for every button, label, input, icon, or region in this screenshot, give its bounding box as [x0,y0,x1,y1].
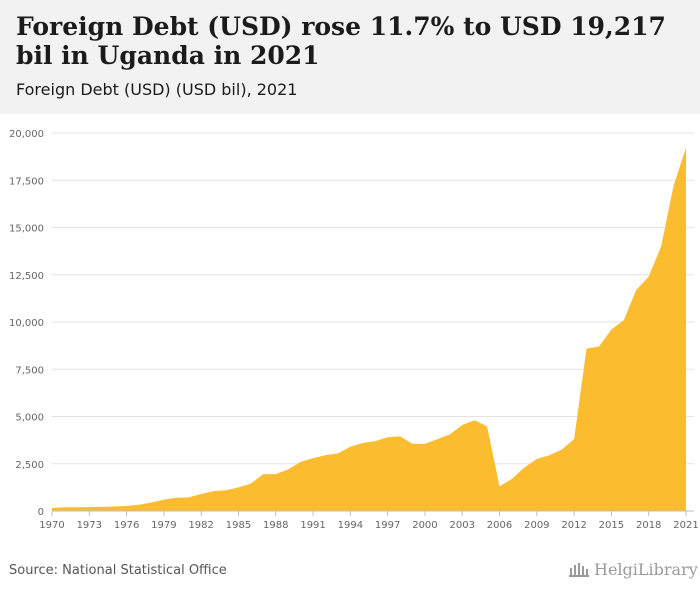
y-tick-label: 0 [38,507,44,518]
x-tick-label: 2015 [599,520,624,531]
x-tick-label: 1970 [39,520,64,531]
y-tick-label: 7,500 [15,365,44,376]
x-tick-label: 1988 [263,520,288,531]
y-tick-label: 15,000 [9,224,44,235]
x-tick-label: 2006 [487,520,512,531]
x-tick-label: 2018 [636,520,661,531]
y-tick-label: 12,500 [9,271,44,282]
y-tick-label: 17,500 [9,176,44,187]
x-tick-label: 1997 [375,520,400,531]
x-tick-label: 2003 [450,520,475,531]
x-tick-label: 1985 [226,520,251,531]
x-tick-label: 1979 [151,520,176,531]
x-tick-label: 2009 [524,520,549,531]
helgi-library-logo[interactable]: HelgiLibrary [568,560,698,579]
library-building-icon [569,562,589,577]
chart-subtitle: Foreign Debt (USD) (USD bil), 2021 [16,80,298,99]
x-tick-label: 2012 [561,520,586,531]
debt-area-series [52,147,686,512]
page-title: Foreign Debt (USD) rose 11.7% to USD 19,… [16,12,666,70]
area-chart: 0 2,500 5,000 7,500 10,000 12,500 15,000 17,500… [9,129,699,531]
y-tick-label: 10,000 [9,318,44,329]
x-tick-label: 1976 [114,520,139,531]
header-band: Foreign Debt (USD) rose 11.7% to USD 19,… [0,0,700,114]
x-tick-label: 2021 [673,520,698,531]
x-tick-label: 1973 [77,520,102,531]
x-tick-label: 2000 [412,520,437,531]
logo-text: HelgiLibrary [594,560,698,579]
x-tick-label: 1982 [188,520,213,531]
source-note: Source: National Statistical Office [9,563,227,578]
x-tick-label: 1991 [300,520,325,531]
y-tick-label: 20,000 [9,129,44,140]
y-tick-label: 2,500 [15,460,44,471]
x-tick-label: 1994 [338,520,363,531]
y-tick-label: 5,000 [15,413,44,424]
